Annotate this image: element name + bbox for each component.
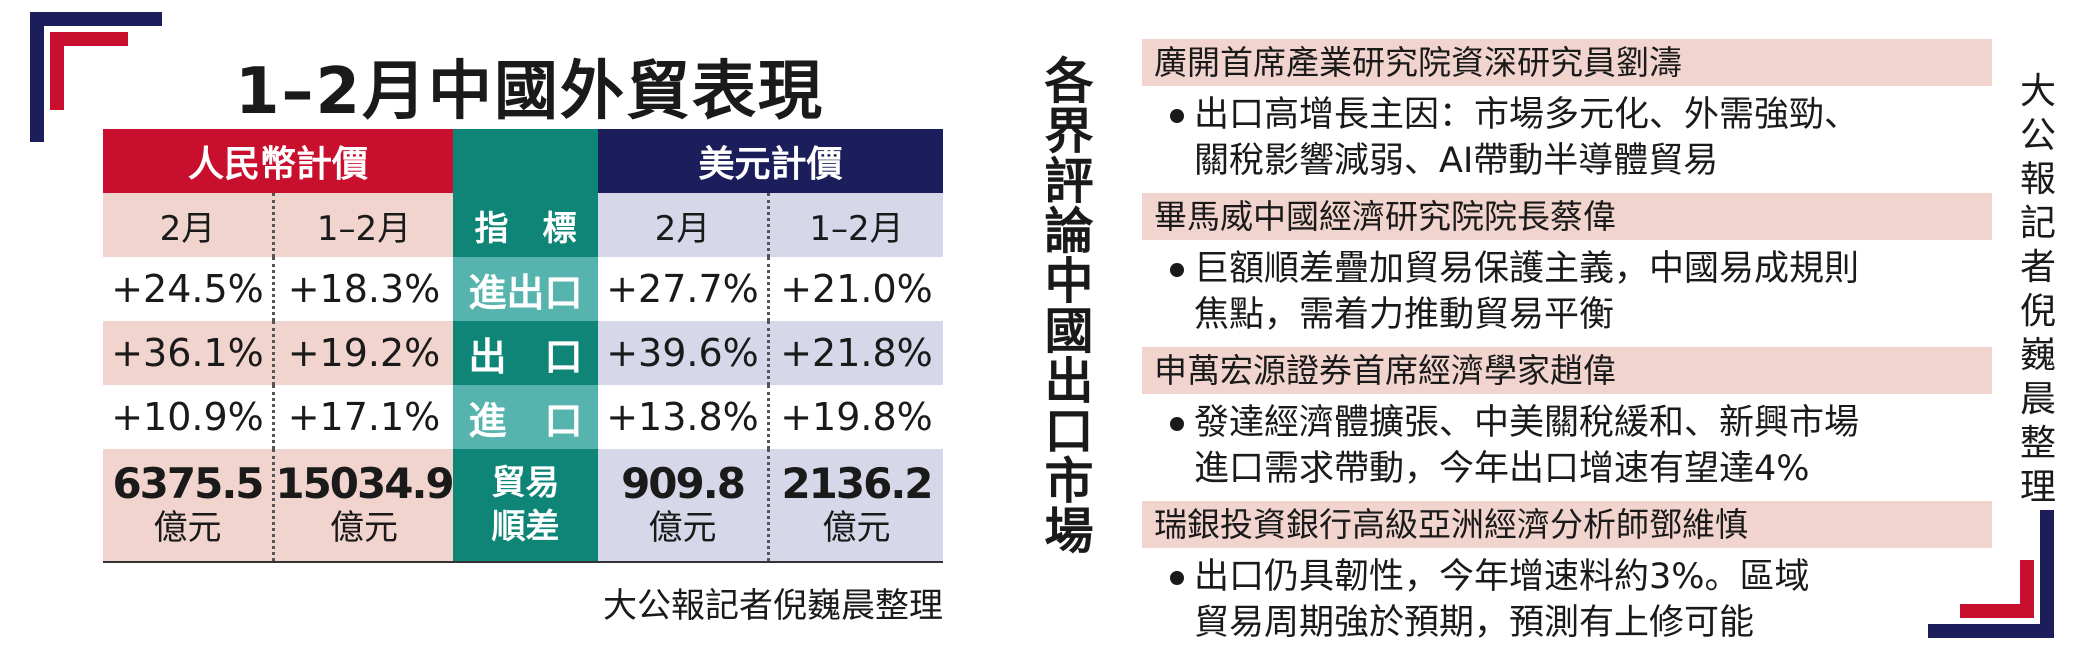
total-unit: 億元	[153, 508, 222, 548]
comment-speaker: 畢馬威中國經濟研究院院長蔡偉	[1142, 193, 1992, 240]
bullet-icon	[1170, 263, 1184, 277]
total-usd-jan-feb: 2136.2 億元	[770, 449, 943, 561]
total-indicator-line2: 順差	[491, 507, 560, 547]
total-usd-feb: 909.8 億元	[598, 449, 770, 561]
corner-decor-red-bottom	[1960, 604, 2034, 618]
comment-quote: 出口高增長主因：市場多元化、外需強勁、 關稅影響減弱、AI帶動半導體貿易	[1142, 92, 1992, 184]
comment-block: 廣開首席產業研究院資深研究員劉濤 出口高增長主因：市場多元化、外需強勁、 關稅影…	[1142, 39, 1992, 184]
quote-line: 進口需求帶動，今年出口增速有望達4%	[1194, 449, 1810, 489]
cell-usd-jan-feb: +21.8%	[770, 321, 943, 385]
cell-usd-feb: +27.7%	[598, 257, 770, 321]
total-unit: 億元	[330, 508, 398, 548]
subheader-indicator: 指 標	[453, 193, 598, 257]
quote-line: 巨額順差疊加貿易保護主義，中國易成規則	[1194, 249, 1860, 289]
table-credit: 大公報記者倪巍晨整理	[603, 586, 943, 626]
corner-decor-navy-top	[30, 12, 162, 26]
total-indicator: 貿易 順差	[453, 449, 598, 561]
quote-line: 發達經濟體擴張、中美關稅緩和、新興市場	[1194, 403, 1860, 443]
corner-decor-navy-right	[2040, 510, 2054, 638]
corner-decor-red-top	[50, 32, 128, 46]
quote-line: 出口高增長主因：市場多元化、外需強勁、	[1194, 95, 1860, 135]
total-unit: 億元	[822, 508, 891, 548]
cell-rmb-feb: +24.5%	[103, 257, 275, 321]
quote-line: 關稅影響減弱、AI帶動半導體貿易	[1194, 141, 1719, 181]
total-value: 909.8	[621, 459, 746, 508]
table-row: +36.1% +19.2% 出 口 +39.6% +21.8%	[103, 321, 943, 385]
comment-quote: 巨額順差疊加貿易保護主義，中國易成規則 焦點，需着力推動貿易平衡	[1142, 246, 1992, 338]
comment-quote: 發達經濟體擴張、中美關稅緩和、新興市場 進口需求帶動，今年出口增速有望達4%	[1142, 400, 1992, 492]
vertical-credit: 大公報記者倪巍晨整理	[2019, 71, 2056, 508]
header-usd: 美元計價	[598, 129, 943, 193]
total-rmb-feb: 6375.5 億元	[103, 449, 275, 561]
comment-block: 申萬宏源證券首席經濟學家趙偉 發達經濟體擴張、中美關稅緩和、新興市場 進口需求帶…	[1142, 347, 1992, 492]
subheader-jan-feb: 1–2月	[275, 193, 453, 257]
cell-usd-jan-feb: +19.8%	[770, 385, 943, 449]
corner-decor-red-left	[50, 32, 64, 110]
quote-line: 出口仍具韌性，今年增速料約3%。區域	[1194, 557, 1810, 597]
table-row: +24.5% +18.3% 進出口 +27.7% +21.0%	[103, 257, 943, 321]
cell-usd-feb: +13.8%	[598, 385, 770, 449]
cell-rmb-jan-feb: +17.1%	[275, 385, 453, 449]
subheader-feb-usd: 2月	[598, 193, 770, 257]
comment-block: 畢馬威中國經濟研究院院長蔡偉 巨額順差疊加貿易保護主義，中國易成規則 焦點，需着…	[1142, 193, 1992, 338]
cell-usd-jan-feb: +21.0%	[770, 257, 943, 321]
cell-indicator: 進出口	[453, 257, 598, 321]
total-indicator-line1: 貿易	[491, 463, 560, 503]
comment-speaker: 瑞銀投資銀行高級亞洲經濟分析師鄧維慎	[1142, 501, 1992, 548]
total-value: 2136.2	[781, 459, 933, 508]
corner-decor-navy-bottom	[1928, 624, 2054, 638]
trade-table: 人民幣計價 美元計價 2月 1–2月 指 標 2月 1–2月 +24.5% +1…	[103, 129, 943, 563]
corner-decor-navy-left	[30, 12, 44, 142]
bullet-icon	[1170, 417, 1184, 431]
vertical-section-title: 各界評論中國出口市場	[1044, 53, 1094, 560]
quote-line: 焦點，需着力推動貿易平衡	[1194, 295, 1615, 335]
subheader-feb: 2月	[103, 193, 275, 257]
header-rmb: 人民幣計價	[103, 129, 453, 193]
comment-quote: 出口仍具韌性，今年增速料約3%。區域 貿易周期強於預期，預測有上修可能	[1142, 554, 1992, 646]
total-rmb-jan-feb: 15034.9 億元	[275, 449, 455, 561]
page-title: 1–2月中國外貿表現	[235, 55, 825, 129]
cell-rmb-jan-feb: +19.2%	[275, 321, 453, 385]
cell-indicator: 進 口	[453, 385, 598, 449]
cell-indicator: 出 口	[453, 321, 598, 385]
total-value: 6375.5	[112, 459, 264, 508]
total-value: 15034.9	[275, 459, 454, 508]
total-unit: 億元	[648, 508, 717, 548]
comment-speaker: 廣開首席產業研究院資深研究員劉濤	[1142, 39, 1992, 86]
comment-block: 瑞銀投資銀行高級亞洲經濟分析師鄧維慎 出口仍具韌性，今年增速料約3%。區域 貿易…	[1142, 501, 1992, 646]
table-subheader-row: 2月 1–2月 指 標 2月 1–2月	[103, 193, 943, 257]
bullet-icon	[1170, 571, 1184, 585]
corner-decor-red-right	[2020, 560, 2034, 618]
table-header-row: 人民幣計價 美元計價	[103, 129, 943, 193]
cell-rmb-feb: +10.9%	[103, 385, 275, 449]
subheader-jan-feb-usd: 1–2月	[770, 193, 943, 257]
comment-speaker: 申萬宏源證券首席經濟學家趙偉	[1142, 347, 1992, 394]
cell-usd-feb: +39.6%	[598, 321, 770, 385]
table-totals-row: 6375.5 億元 15034.9 億元 貿易 順差 909.8 億元 2136…	[103, 449, 943, 563]
cell-rmb-jan-feb: +18.3%	[275, 257, 453, 321]
quote-line: 貿易周期強於預期，預測有上修可能	[1194, 603, 1755, 643]
bullet-icon	[1170, 109, 1184, 123]
header-indicator-blank	[453, 129, 598, 193]
cell-rmb-feb: +36.1%	[103, 321, 275, 385]
table-row: +10.9% +17.1% 進 口 +13.8% +19.8%	[103, 385, 943, 449]
